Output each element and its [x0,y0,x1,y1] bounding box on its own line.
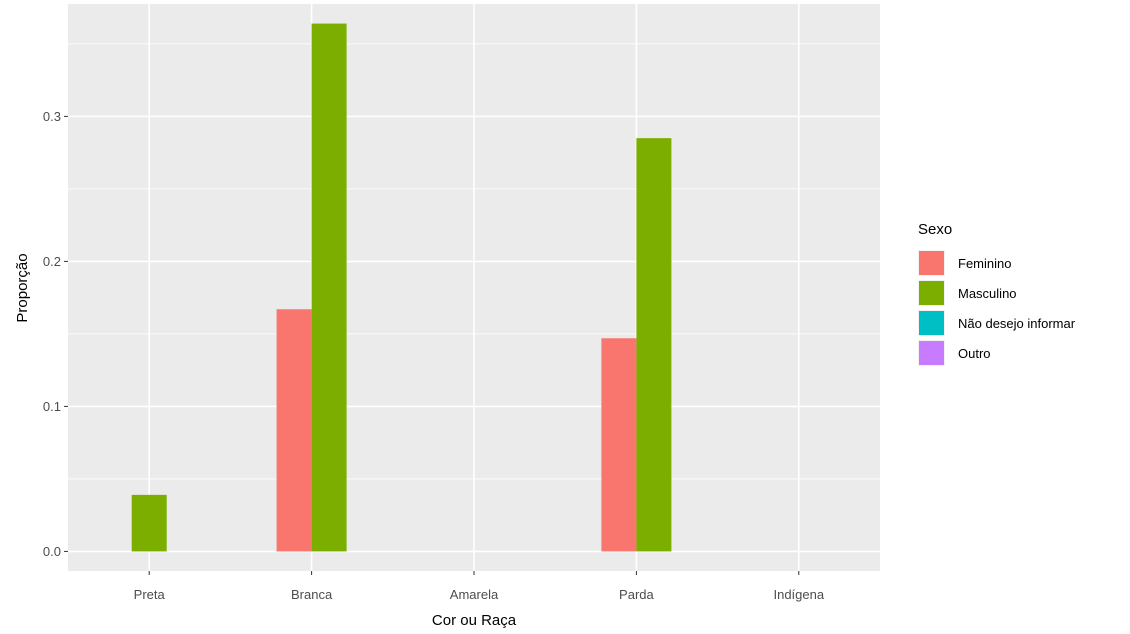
legend-swatch [919,311,944,335]
bar-branca-masculino [311,23,347,552]
legend-label: Feminino [958,256,1011,271]
legend: Sexo Feminino Masculino Não desejo informa… [918,221,1076,366]
y-tick-label: 0.3 [43,109,61,124]
bars [131,23,672,552]
y-tick-label: 0.0 [43,544,61,559]
y-tick-label: 0.1 [43,399,61,414]
x-tick-label: Indígena [773,587,824,602]
bar-preta-masculino [131,494,167,552]
x-tick-label: Parda [619,587,654,602]
bar-parda-masculino [636,138,672,552]
x-tick-label: Amarela [450,587,499,602]
x-axis-title: Cor ou Raça [432,612,517,629]
legend-swatch [919,341,944,365]
legend-title: Sexo [918,221,952,238]
legend-swatch [919,251,944,275]
x-tick-label: Branca [291,587,333,602]
x-axis: Preta Branca Amarela Parda Indígena [134,571,825,602]
y-axis: 0.0 0.1 0.2 0.3 [43,109,68,559]
legend-label: Masculino [958,286,1017,301]
bar-branca-feminino [276,309,312,552]
y-axis-title: Proporção [14,253,31,322]
bar-parda-feminino [601,338,637,552]
legend-label: Não desejo informar [958,316,1076,331]
legend-label: Outro [958,346,991,361]
legend-swatch [919,281,944,305]
x-tick-label: Preta [134,587,166,602]
y-tick-label: 0.2 [43,254,61,269]
